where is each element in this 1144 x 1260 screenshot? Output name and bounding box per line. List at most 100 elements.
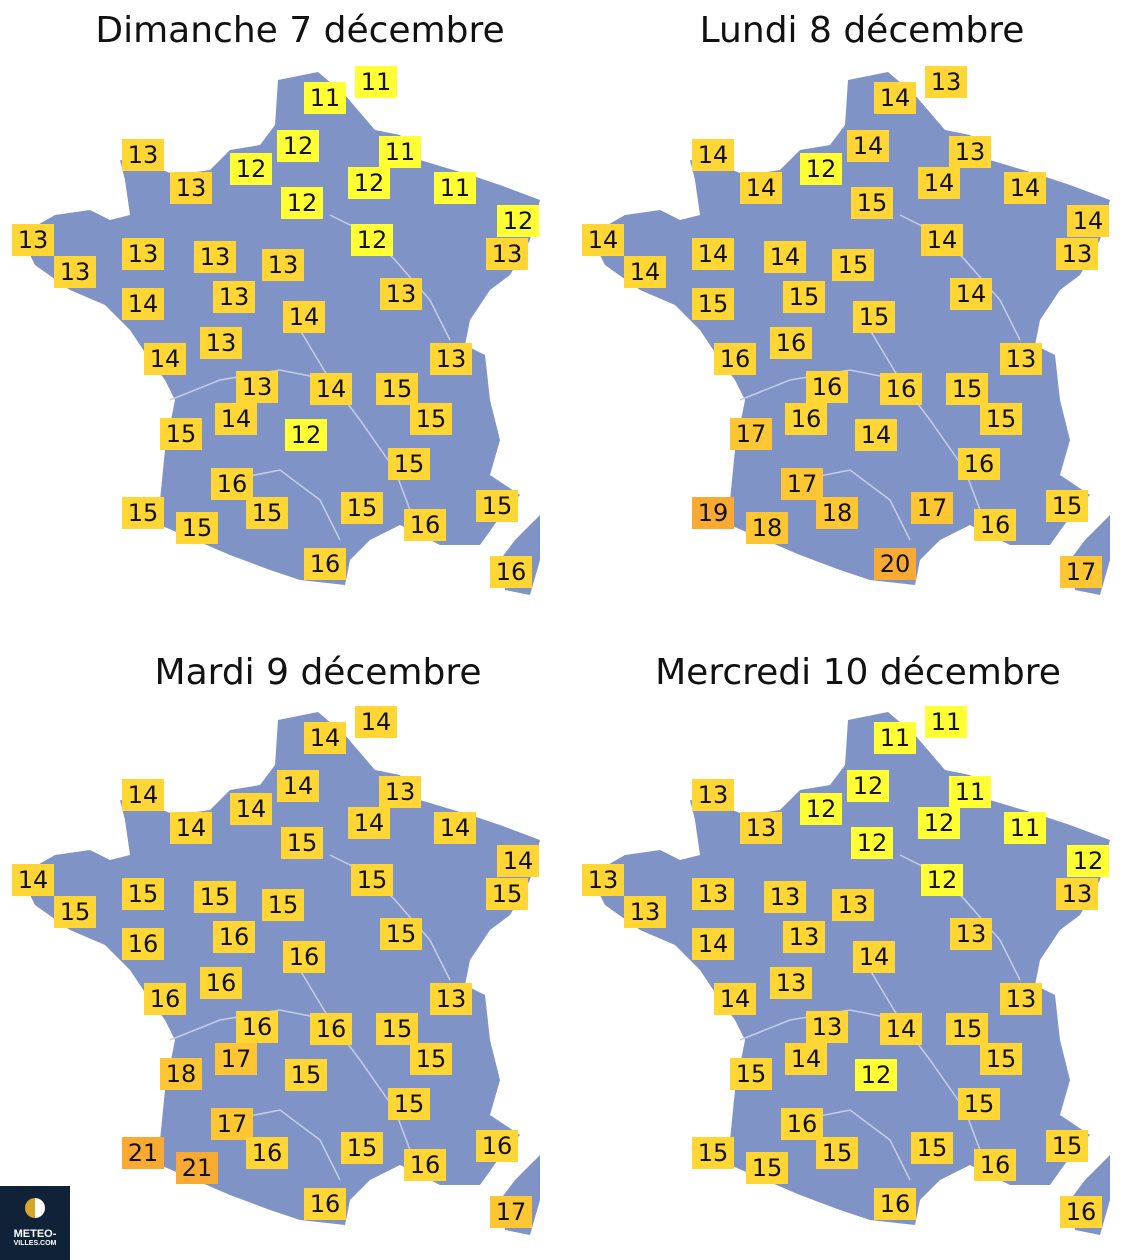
temperature-label: 15 [285,1059,327,1091]
temperature-label: 17 [211,1108,253,1140]
temperature-label: 18 [816,497,858,529]
temperature-label: 17 [730,418,772,450]
temperature-label: 14 [785,1043,827,1075]
temperature-label: 14 [230,793,272,825]
temperature-label: 14 [874,82,916,114]
day-title: Mercredi 10 décembre [655,652,1061,693]
temperature-label: 13 [1000,983,1042,1015]
temperature-label: 15 [946,373,988,405]
temperature-label: 15 [176,512,218,544]
temperature-label: 15 [160,418,202,450]
temperature-label: 14 [692,928,734,960]
temperature-label: 15 [851,187,893,219]
temperature-label: 14 [304,722,346,754]
temperature-label: 17 [781,468,823,500]
temperature-label: 15 [476,490,518,522]
temperature-label: 14 [853,941,895,973]
temperature-label: 15 [980,1043,1022,1075]
temperature-label: 14 [497,845,539,877]
temperature-label: 16 [200,967,242,999]
temperature-label: 12 [800,793,842,825]
temperature-label: 12 [285,419,327,451]
temperature-label: 14 [692,238,734,270]
temperature-label: 15 [281,827,323,859]
temperature-label: 13 [692,779,734,811]
temperature-label: 13 [770,967,812,999]
temperature-label: 15 [341,492,383,524]
temperature-label: 15 [783,281,825,313]
temperature-label: 12 [497,205,539,237]
temperature-label: 14 [764,241,806,273]
temperature-label: 15 [853,301,895,333]
temperature-label: 21 [176,1152,218,1184]
temperature-label: 17 [911,492,953,524]
river-line [799,1109,911,1181]
temperature-label: 16 [304,1188,346,1220]
temperature-label: 16 [1060,1196,1102,1228]
temperature-label: 15 [911,1132,953,1164]
temperature-label: 12 [351,224,393,256]
day-title: Mardi 9 décembre [154,652,482,693]
temperature-label: 15 [1046,490,1088,522]
temperature-label: 12 [855,1059,897,1091]
temperature-label: 15 [388,1088,430,1120]
temperature-label: 14 [348,807,390,839]
temperature-label: 15 [410,403,452,435]
temperature-label: 13 [122,139,164,171]
temperature-label: 15 [958,1088,1000,1120]
temperature-label: 16 [490,556,532,588]
temperature-label: 12 [800,153,842,185]
temperature-label: 13 [692,878,734,910]
temperature-label: 13 [925,66,967,98]
temperature-label: 14 [122,288,164,320]
temperature-label: 14 [918,167,960,199]
temperature-label: 18 [746,512,788,544]
temperature-label: 15 [262,889,304,921]
river-line [799,469,911,541]
temperature-label: 18 [160,1058,202,1090]
temperature-label: 14 [692,139,734,171]
temperature-label: 15 [376,373,418,405]
temperature-label: 13 [12,224,54,256]
temperature-label: 15 [730,1058,772,1090]
temperature-label: 13 [832,889,874,921]
day-title: Lundi 8 décembre [699,10,1025,51]
temperature-label: 16 [806,371,848,403]
temperature-label: 15 [816,1137,858,1169]
temperature-label: 14 [950,278,992,310]
temperature-label: 16 [974,1149,1016,1181]
temperature-label: 13 [213,281,255,313]
temperature-label: 14 [283,301,325,333]
temperature-label: 14 [582,224,624,256]
temperature-label: 12 [230,153,272,185]
temperature-label: 13 [430,983,472,1015]
temperature-label: 16 [958,448,1000,480]
temperature-label: 15 [122,497,164,529]
temperature-label: 13 [380,278,422,310]
meteo-villes-logo: METEO- VILLES.COM [0,1186,70,1260]
temperature-label: 12 [847,770,889,802]
temperature-label: 11 [874,722,916,754]
temperature-label: 13 [122,238,164,270]
temperature-label: 15 [980,403,1022,435]
temperature-label: 15 [351,864,393,896]
river-line [229,469,341,541]
temperature-label: 14 [1067,205,1109,237]
temperature-label: 12 [281,187,323,219]
temperature-label: 15 [341,1132,383,1164]
temperature-label: 13 [379,776,421,808]
temperature-label: 15 [946,1013,988,1045]
temperature-label: 14 [434,812,476,844]
temperature-label: 14 [740,172,782,204]
temperature-label: 17 [490,1196,532,1228]
temperature-label: 16 [781,1108,823,1140]
temperature-label: 12 [277,130,319,162]
temperature-label: 13 [170,172,212,204]
temperature-label: 16 [283,941,325,973]
temperature-label: 14 [122,779,164,811]
temperature-label: 15 [410,1043,452,1075]
temperature-label: 21 [122,1137,164,1169]
temperature-label: 15 [692,1137,734,1169]
temperature-label: 11 [949,776,991,808]
temperature-label: 15 [376,1013,418,1045]
